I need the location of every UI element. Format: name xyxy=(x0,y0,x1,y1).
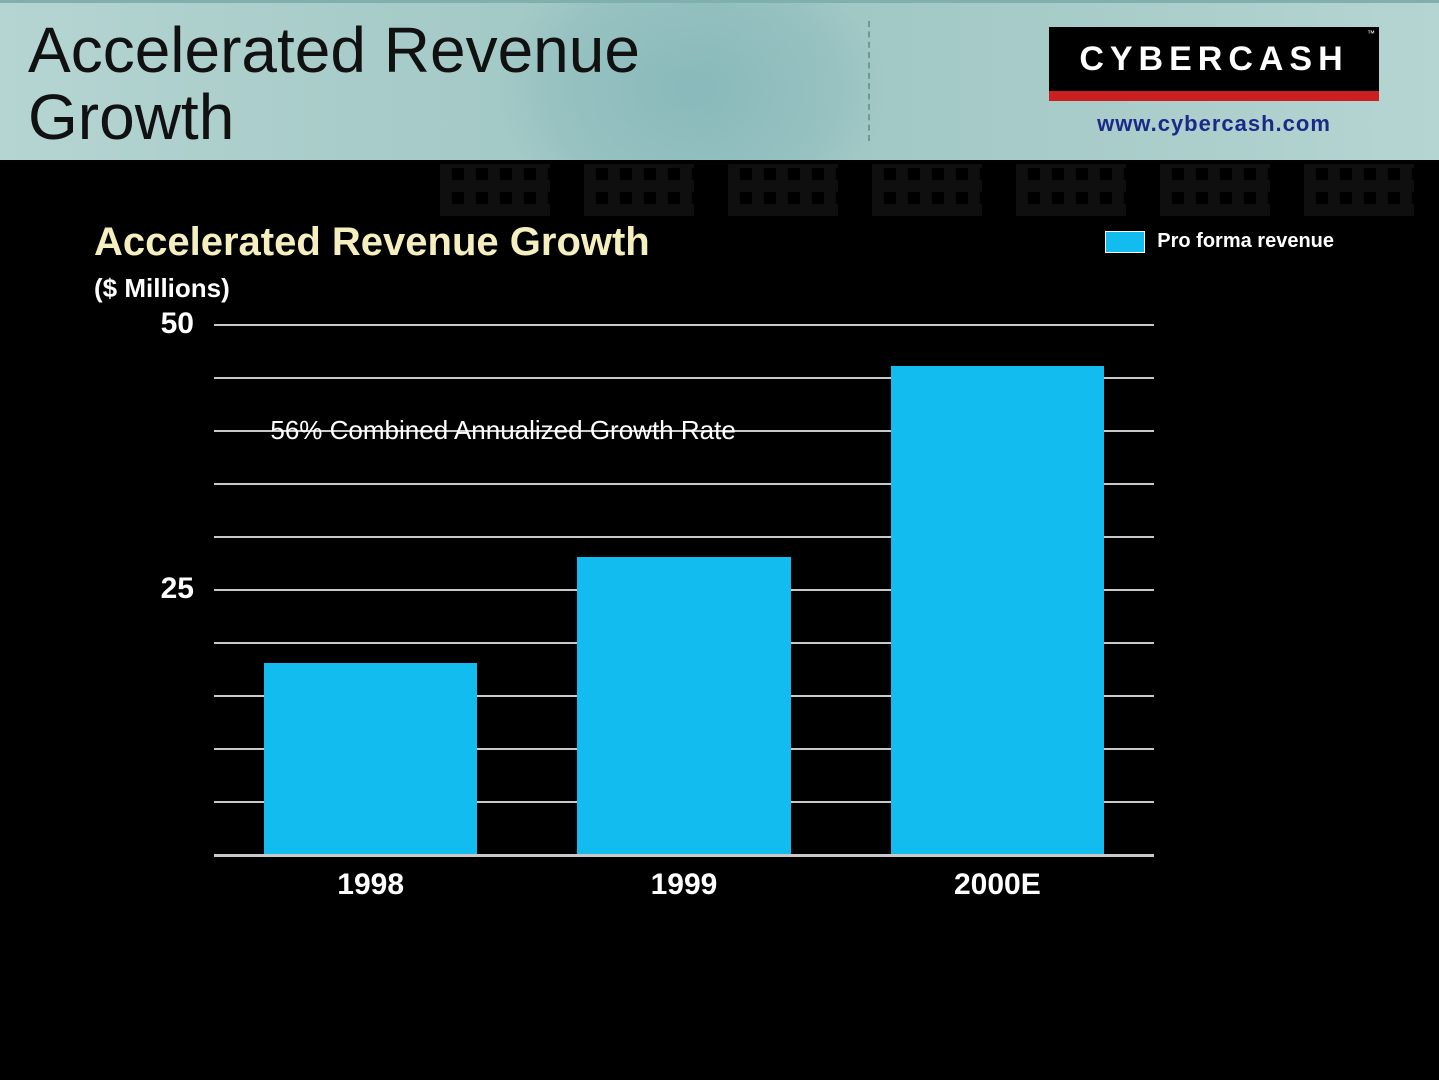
logo-url: www.cybercash.com xyxy=(1049,111,1379,137)
grid-line xyxy=(214,324,1154,326)
y-axis-label: 50 xyxy=(134,307,194,341)
bar xyxy=(264,663,477,854)
logo-text: CYBERCASH xyxy=(1079,40,1348,79)
chart-container: Accelerated Revenue Growth ($ Millions) … xyxy=(94,220,1354,894)
legend-swatch xyxy=(1105,231,1145,253)
slide-title-line1: Accelerated Revenue xyxy=(28,14,640,86)
chart-subtitle: ($ Millions) xyxy=(94,273,1354,304)
chart-legend: Pro forma revenue xyxy=(1105,230,1334,253)
logo-block: CYBERCASH ™ www.cybercash.com xyxy=(1049,27,1379,137)
header-banner: Accelerated Revenue Growth CYBERCASH ™ w… xyxy=(0,0,1439,160)
x-axis-label: 1999 xyxy=(577,868,790,902)
bar xyxy=(891,366,1104,854)
logo-box: CYBERCASH ™ xyxy=(1049,27,1379,91)
trademark-icon: ™ xyxy=(1367,29,1375,38)
slide-title: Accelerated Revenue Growth xyxy=(28,17,640,151)
logo-stripe xyxy=(1049,91,1379,101)
x-axis-label: 2000E xyxy=(891,868,1104,902)
banner-divider xyxy=(868,21,870,141)
bar xyxy=(577,557,790,854)
legend-label: Pro forma revenue xyxy=(1157,230,1334,253)
plot-area: 2550199819992000E56% Combined Annualized… xyxy=(214,324,1154,854)
x-axis-label: 1998 xyxy=(264,868,477,902)
y-axis-label: 25 xyxy=(134,572,194,606)
watermark-pixel-text xyxy=(440,164,1414,216)
chart-plot: 2550199819992000E56% Combined Annualized… xyxy=(134,324,1154,894)
slide-title-line2: Growth xyxy=(28,81,234,153)
chart-annotation: 56% Combined Annualized Growth Rate xyxy=(270,415,735,446)
grid-line xyxy=(214,854,1154,857)
